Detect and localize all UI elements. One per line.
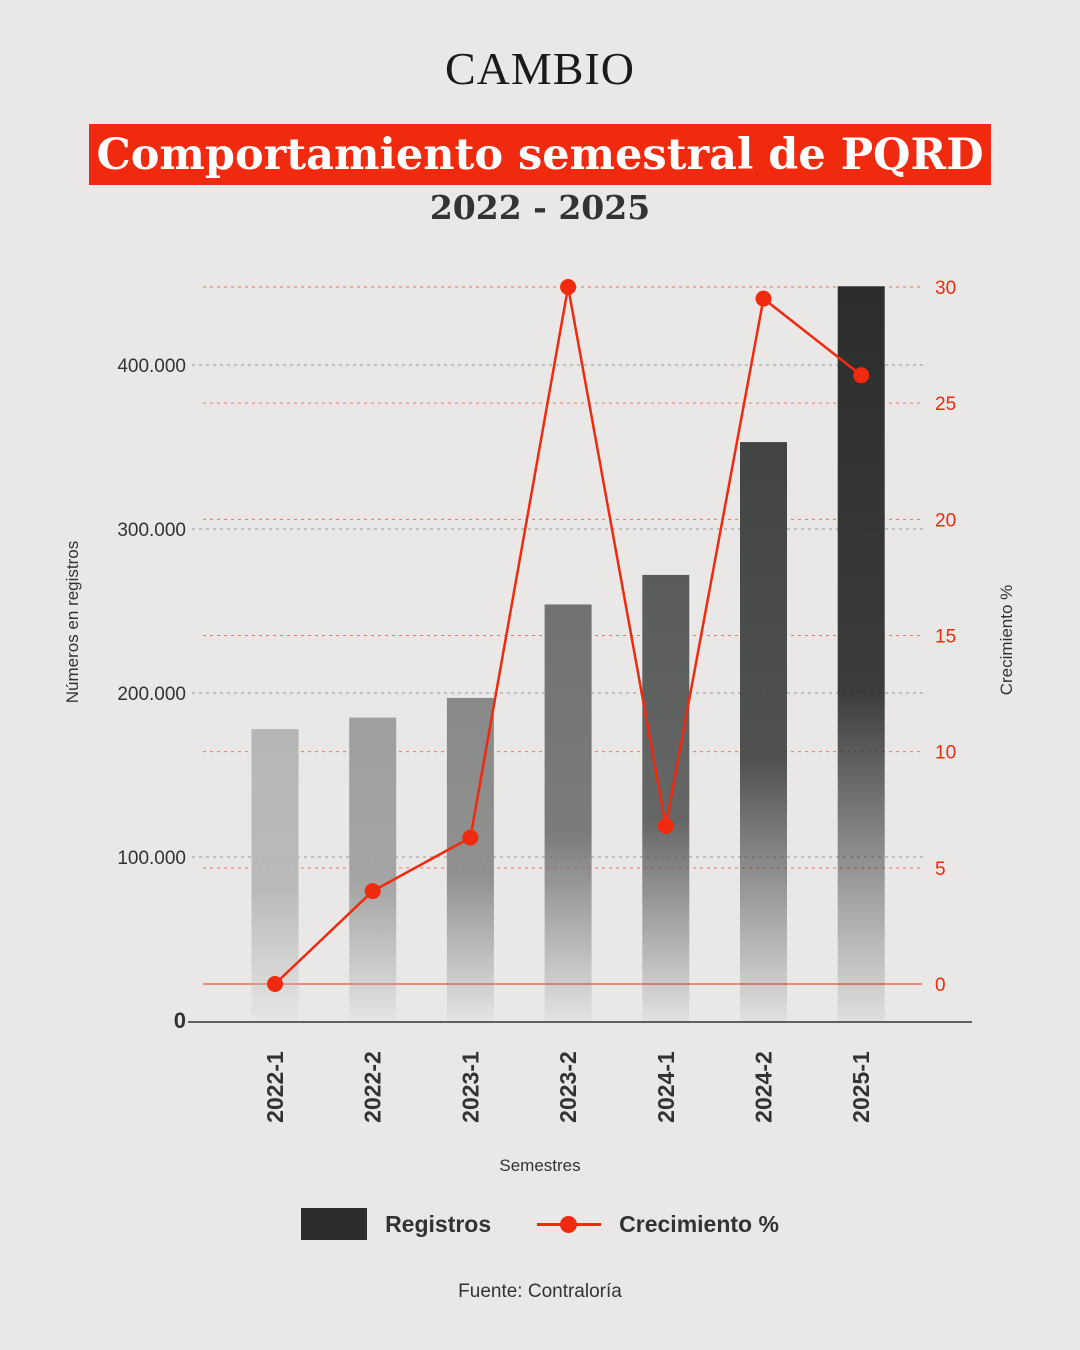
- x-tick-label: 2023-1: [457, 1051, 483, 1123]
- bar: [740, 442, 787, 1022]
- bar: [349, 717, 397, 1021]
- y2-tick-label: 30: [935, 278, 956, 299]
- y-tick-label: 200.000: [117, 684, 186, 705]
- x-axis-label: Semestres: [499, 1156, 580, 1175]
- y2-tick-label: 5: [935, 859, 946, 880]
- bar: [642, 574, 690, 1021]
- chart-subtitle: 2022 - 2025: [429, 188, 651, 227]
- brand-logo: CAMBIO: [444, 43, 636, 94]
- growth-point: [853, 367, 870, 384]
- x-tick-label: 2023-2: [555, 1051, 581, 1123]
- axes: 0 100.000 200.000 300.000 400.000 0 5 10 15 20 25 3…: [117, 278, 972, 1123]
- y-tick-label: 400.000: [117, 356, 186, 377]
- growth-point: [267, 976, 283, 992]
- bar: [544, 604, 592, 1021]
- x-tick-label: 2022-1: [262, 1051, 288, 1123]
- y-axis-label: Números en registros: [63, 541, 82, 704]
- x-tick-label: 2022-2: [360, 1051, 386, 1123]
- y2-tick-label: 0: [935, 975, 946, 996]
- bar: [251, 729, 299, 1021]
- y-tick-label: 0: [174, 1008, 186, 1033]
- legend-item-crecimiento: Crecimiento %: [537, 1211, 779, 1238]
- x-tick-label: 2025-1: [848, 1051, 874, 1123]
- y2-tick-label: 15: [935, 627, 956, 648]
- legend-swatch-line: [537, 1214, 602, 1234]
- bar-series: [251, 286, 885, 1022]
- y-tick-label: 100.000: [117, 848, 186, 869]
- chart-title: Comportamiento semestral de PQRD: [96, 129, 984, 180]
- growth-point: [657, 818, 674, 835]
- x-tick-label: 2024-1: [653, 1051, 679, 1123]
- growth-point: [560, 279, 577, 295]
- y2-tick-label: 20: [935, 510, 956, 531]
- legend: Registros Crecimiento %: [0, 1204, 1080, 1244]
- legend-swatch-bar: [301, 1208, 368, 1240]
- title-banner: Comportamiento semestral de PQRD: [89, 124, 991, 185]
- y-tick-label: 300.000: [117, 520, 186, 541]
- line-series: [267, 279, 870, 992]
- growth-point: [364, 883, 381, 900]
- source-note: Fuente: Contraloría: [458, 1281, 622, 1302]
- x-tick-label: 2024-2: [751, 1051, 777, 1123]
- y2-axis-label: Crecimiento %: [997, 585, 1016, 696]
- legend-label-registros: Registros: [385, 1210, 492, 1237]
- legend-label-crecimiento: Crecimiento %: [619, 1210, 779, 1237]
- bar: [837, 286, 885, 1021]
- y2-tick-label: 25: [935, 394, 956, 415]
- y2-tick-label: 10: [935, 743, 956, 764]
- growth-point: [462, 829, 479, 846]
- legend-item-registros: Registros: [301, 1208, 491, 1240]
- growth-point: [755, 290, 772, 307]
